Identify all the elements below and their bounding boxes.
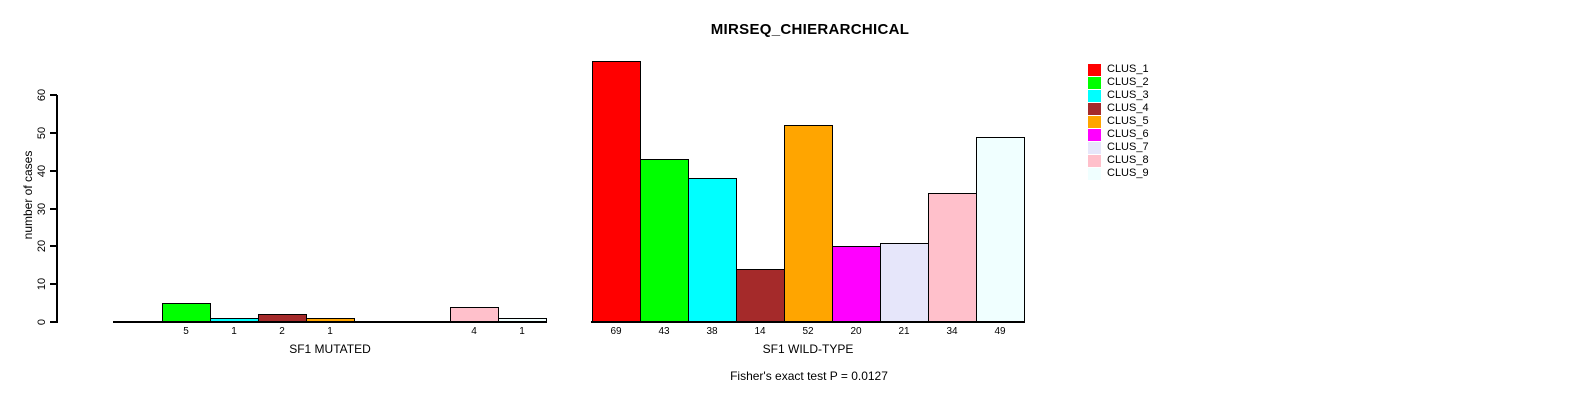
- bar-value-label: 52: [802, 326, 814, 337]
- legend-item-clus_8: CLUS_8: [1088, 154, 1149, 167]
- legend-item-label: CLUS_3: [1107, 89, 1149, 101]
- y-axis-tick: [50, 283, 57, 285]
- bar-value-label: 43: [658, 326, 670, 337]
- bar-clus_5-g2: [784, 125, 833, 322]
- legend-item-label: CLUS_2: [1107, 76, 1149, 88]
- y-axis-line: [56, 95, 58, 323]
- bar-clus_7-g2: [880, 243, 929, 322]
- bar-clus_1-g2: [592, 61, 641, 322]
- y-axis-tick-label: 20: [36, 239, 48, 253]
- bar-value-label: 69: [610, 326, 622, 337]
- bar-value-label: 5: [183, 326, 189, 337]
- legend-item-clus_2: CLUS_2: [1088, 76, 1149, 89]
- y-axis-tick-label: 40: [36, 164, 48, 178]
- y-axis-tick: [50, 132, 57, 134]
- legend-item-clus_6: CLUS_6: [1088, 128, 1149, 141]
- y-axis-tick: [50, 94, 57, 96]
- bar-value-label: 1: [327, 326, 333, 337]
- legend: CLUS_1 CLUS_2 CLUS_3 CLUS_4 CLUS_5 CLUS_6 CLUS…: [1088, 63, 1149, 180]
- legend-color-swatch: [1088, 128, 1101, 141]
- legend-item-clus_5: CLUS_5: [1088, 115, 1149, 128]
- bar-clus_4-g1: [258, 314, 307, 322]
- legend-color-swatch: [1088, 167, 1101, 180]
- bar-value-label: 1: [231, 326, 237, 337]
- bar-clus_2-g1: [162, 303, 211, 322]
- legend-color-swatch: [1088, 154, 1101, 167]
- x-axis-line-wildtype: [591, 321, 1025, 323]
- legend-color-swatch: [1088, 115, 1101, 128]
- bar-value-label: 14: [754, 326, 766, 337]
- y-axis-tick: [50, 208, 57, 210]
- bar-value-label: 49: [994, 326, 1006, 337]
- bar-value-label: 20: [850, 326, 862, 337]
- legend-item-clus_1: CLUS_1: [1088, 63, 1149, 76]
- bar-value-label: 1: [519, 326, 525, 337]
- legend-color-swatch: [1088, 63, 1101, 76]
- x-axis-line-mutated: [113, 321, 547, 323]
- bar-clus_3-g2: [688, 178, 737, 322]
- y-axis-tick: [50, 245, 57, 247]
- legend-item-label: CLUS_8: [1107, 154, 1149, 166]
- legend-item-label: CLUS_5: [1107, 115, 1149, 127]
- y-axis-tick-label: 30: [36, 202, 48, 216]
- x-axis-group-label-mutated: SF1 MUTATED: [289, 342, 371, 356]
- y-axis-tick: [50, 170, 57, 172]
- legend-item-clus_3: CLUS_3: [1088, 89, 1149, 102]
- legend-item-label: CLUS_1: [1107, 63, 1149, 75]
- legend-item-clus_7: CLUS_7: [1088, 141, 1149, 154]
- bar-clus_2-g2: [640, 159, 689, 322]
- y-axis-title: number of cases: [21, 150, 35, 240]
- legend-item-label: CLUS_7: [1107, 141, 1149, 153]
- y-axis-tick-label: 10: [36, 277, 48, 291]
- bar-clus_8-g1: [450, 307, 499, 322]
- legend-color-swatch: [1088, 89, 1101, 102]
- bar-value-label: 4: [471, 326, 477, 337]
- bar-clus_8-g2: [928, 193, 977, 322]
- bar-clus_9-g1: [498, 318, 547, 322]
- bar-value-label: 34: [946, 326, 958, 337]
- legend-color-swatch: [1088, 76, 1101, 89]
- bar-clus_9-g2: [976, 137, 1025, 322]
- fisher-test-annotation: Fisher's exact test P = 0.0127: [730, 369, 888, 383]
- bar-value-label: 2: [279, 326, 285, 337]
- bar-clus_6-g2: [832, 246, 881, 322]
- legend-color-swatch: [1088, 141, 1101, 154]
- y-axis-tick: [50, 321, 57, 323]
- bar-clus_3-g1: [210, 318, 259, 322]
- legend-item-label: CLUS_4: [1107, 102, 1149, 114]
- legend-color-swatch: [1088, 102, 1101, 115]
- legend-item-label: CLUS_6: [1107, 128, 1149, 140]
- bar-value-label: 21: [898, 326, 910, 337]
- chart-title: MIRSEQ_CHIERARCHICAL: [710, 21, 910, 38]
- bar-value-label: 38: [706, 326, 718, 337]
- bar-clus_4-g2: [736, 269, 785, 322]
- legend-item-label: CLUS_9: [1107, 167, 1149, 179]
- x-axis-group-label-wildtype: SF1 WILD-TYPE: [762, 342, 854, 356]
- bar-clus_5-g1: [306, 318, 355, 322]
- y-axis-tick-label: 50: [36, 126, 48, 140]
- y-axis-tick-label: 0: [36, 318, 48, 326]
- legend-item-clus_4: CLUS_4: [1088, 102, 1149, 115]
- y-axis-tick-label: 60: [36, 88, 48, 102]
- legend-item-clus_9: CLUS_9: [1088, 167, 1149, 180]
